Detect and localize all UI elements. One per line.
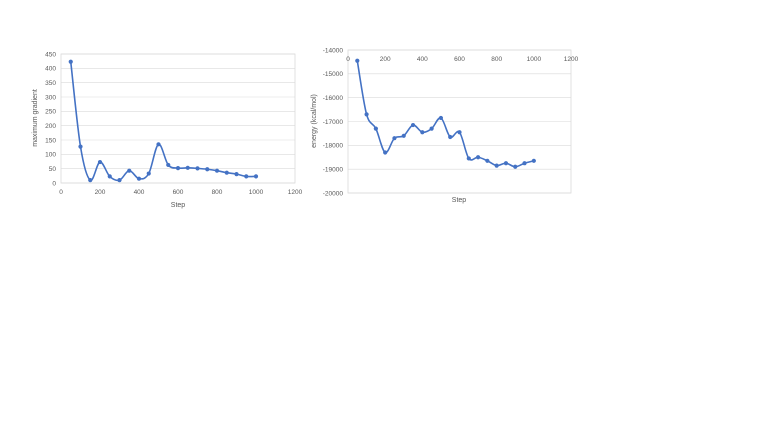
data-point <box>136 176 142 181</box>
x-axis-title: Step <box>171 202 186 209</box>
y-tick-label: 0 <box>52 180 56 187</box>
data-point <box>448 134 453 140</box>
x-axis-title: Step <box>452 197 467 204</box>
data-point <box>383 150 388 155</box>
data-point <box>485 158 490 163</box>
x-tick-label: 600 <box>173 189 184 196</box>
x-tick-label: 800 <box>491 56 502 63</box>
data-point <box>531 158 536 163</box>
x-tick-label: 0 <box>346 56 350 63</box>
x-tick-label: 1200 <box>564 56 579 63</box>
data-point <box>88 178 93 183</box>
data-point <box>392 136 397 141</box>
x-tick-label: 200 <box>95 189 106 196</box>
x-tick-label: 0 <box>59 189 63 196</box>
data-point <box>253 174 259 179</box>
y-tick-label: -19000 <box>323 166 344 173</box>
y-tick-label: 50 <box>49 166 57 173</box>
data-point <box>373 126 378 131</box>
data-point <box>175 165 181 171</box>
data-point <box>475 155 481 160</box>
data-point <box>185 165 190 170</box>
data-point <box>522 161 527 166</box>
y-axis-title: maximum gradient <box>32 89 39 147</box>
data-point <box>166 162 171 168</box>
y-tick-label: 250 <box>45 109 56 116</box>
y-tick-label: -15000 <box>323 71 344 78</box>
y-tick-label: -14000 <box>323 47 344 54</box>
data-point <box>410 122 416 128</box>
data-point <box>107 174 112 179</box>
data-point <box>224 170 229 175</box>
plot-frame <box>60 53 296 184</box>
x-tick-label: 1000 <box>527 56 542 63</box>
data-point <box>244 174 249 179</box>
y-tick-label: 450 <box>45 51 56 58</box>
y-tick-label: 350 <box>45 80 56 87</box>
data-point <box>503 161 509 166</box>
gradient-chart: 0 50 100 150 200 250 300 350 400 450 0 200 400 600 800… <box>32 51 303 209</box>
y-axis-title: energy (kcal/mol) <box>311 94 318 148</box>
data-point <box>364 112 369 117</box>
data-point <box>156 142 161 147</box>
x-tick-label: 1200 <box>288 189 303 196</box>
y-tick-label: -16000 <box>323 95 344 102</box>
data-point <box>195 166 200 171</box>
data-point <box>127 168 132 173</box>
y-tick-label: 300 <box>45 94 56 101</box>
y-tick-label: -17000 <box>323 119 344 126</box>
data-point <box>78 144 83 149</box>
x-tick-label: 400 <box>417 56 428 63</box>
y-tick-label: 150 <box>45 137 56 144</box>
energy-chart: -14000 -15000 -16000 -17000 -18000 -19000 -200… <box>311 47 579 204</box>
data-point <box>214 168 220 173</box>
y-tick-label: 200 <box>45 123 56 130</box>
data-point <box>429 126 434 131</box>
x-tick-label: 200 <box>380 56 391 63</box>
data-point <box>457 130 462 135</box>
data-point <box>355 58 360 63</box>
x-tick-label: 1000 <box>249 189 264 196</box>
x-tick-label: 600 <box>454 56 465 63</box>
data-point <box>97 159 103 165</box>
x-tick-label: 800 <box>212 189 223 196</box>
y-tick-label: -20000 <box>323 190 344 197</box>
data-point <box>494 163 499 168</box>
data-point <box>234 172 239 177</box>
series-line <box>356 59 535 168</box>
x-tick-label: 400 <box>134 189 145 196</box>
data-point <box>68 59 73 64</box>
y-tick-label: 100 <box>45 152 56 159</box>
data-point <box>146 171 151 176</box>
data-point <box>401 133 406 138</box>
data-point <box>420 130 425 135</box>
data-point <box>438 115 444 121</box>
y-tick-label: 400 <box>45 66 56 73</box>
data-point <box>205 167 210 172</box>
data-point <box>117 178 122 183</box>
data-point <box>513 164 518 169</box>
y-tick-label: -18000 <box>323 143 344 150</box>
data-point <box>466 156 471 161</box>
